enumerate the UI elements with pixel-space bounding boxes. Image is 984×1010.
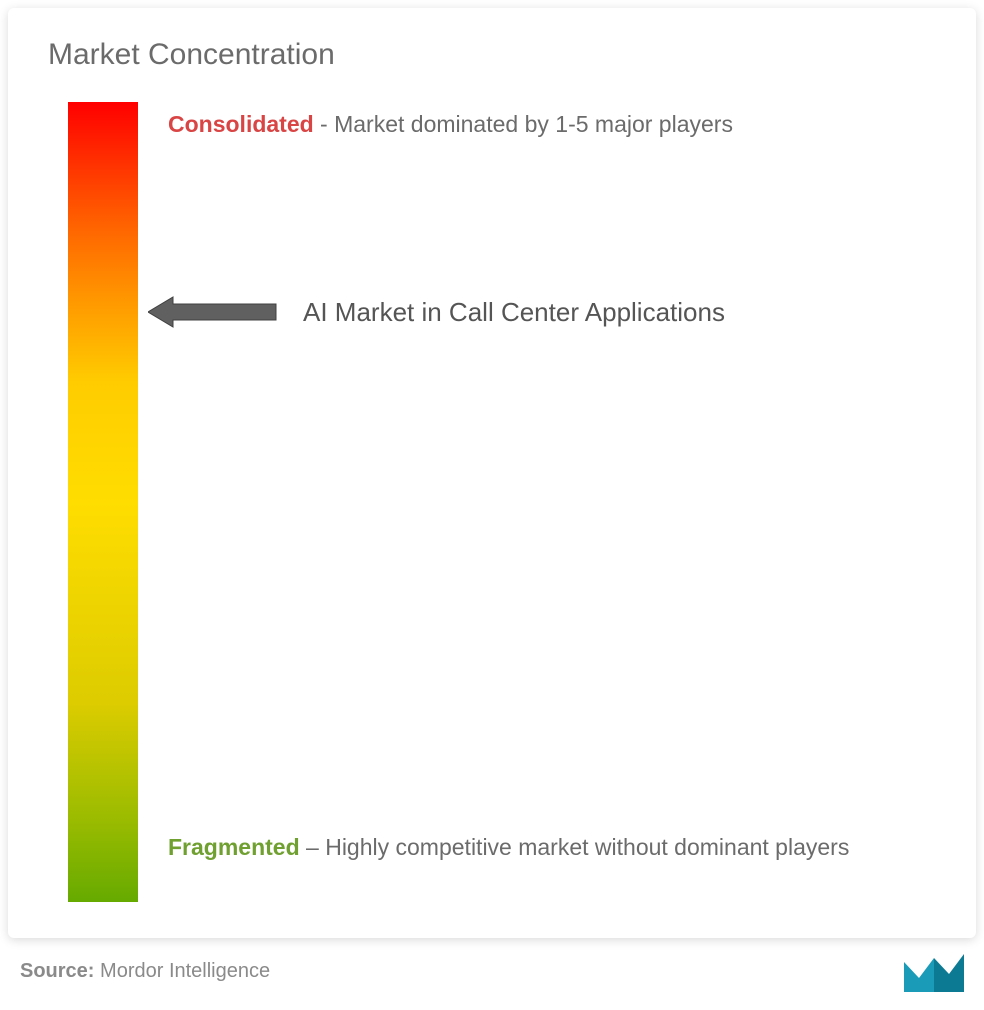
consolidated-term: Consolidated (168, 111, 314, 137)
footer: Source: Mordor Intelligence (20, 950, 964, 992)
market-pointer: AI Market in Call Center Applications (148, 292, 725, 332)
content-area: Consolidated - Market dominated by 1-5 m… (48, 102, 936, 922)
mordor-logo-icon (904, 950, 964, 992)
market-name-label: AI Market in Call Center Applications (303, 297, 725, 328)
source-name: Mordor Intelligence (100, 960, 270, 982)
source-attribution: Source: Mordor Intelligence (20, 960, 270, 983)
source-prefix: Source: (20, 960, 100, 982)
fragmented-label: Fragmented – Highly competitive market w… (168, 822, 849, 873)
card-title: Market Concentration (48, 38, 936, 72)
concentration-gradient-bar (68, 102, 138, 902)
fragmented-description: – Highly competitive market without domi… (300, 834, 850, 860)
market-concentration-card: Market Concentration Consolidated - Mark… (8, 8, 976, 938)
consolidated-description: - Market dominated by 1-5 major players (314, 111, 733, 137)
consolidated-label: Consolidated - Market dominated by 1-5 m… (168, 107, 733, 142)
arrow-left-icon (148, 292, 278, 332)
fragmented-term: Fragmented (168, 834, 300, 860)
